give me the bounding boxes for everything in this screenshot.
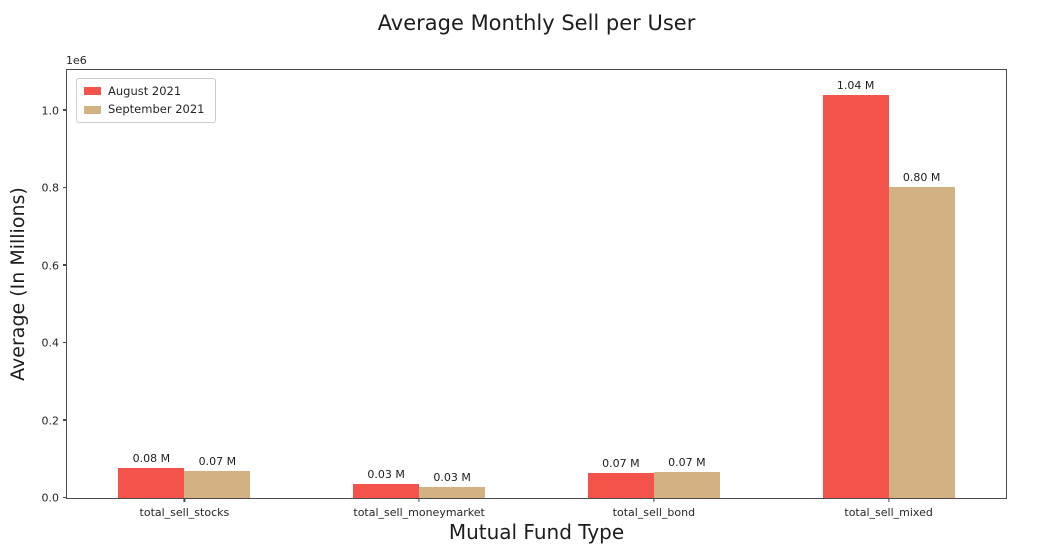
y-tick-label: 0.4 [41, 336, 60, 350]
y-tick-mark [63, 341, 67, 344]
bar-value-label: 1.04 M [836, 78, 875, 92]
bar: 0.07 M [653, 456, 720, 498]
x-tick-mark [888, 498, 890, 502]
x-axis-label: Mutual Fund Type [448, 520, 625, 544]
y-axis-offset-label: 1e6 [66, 54, 87, 67]
y-tick-mark [63, 264, 67, 266]
y-tick-label: 0.0 [41, 491, 60, 505]
y-tick-mark [63, 496, 67, 498]
bar-group: 0.08 M 0.07 M [67, 70, 302, 498]
bar-group: 0.03 M 0.03 M [302, 70, 537, 498]
y-tick-mark [63, 109, 67, 111]
y-axis-label: Average (In Millions) [7, 187, 29, 381]
bar: 0.07 M [184, 455, 251, 498]
bar: 0.03 M [353, 468, 420, 498]
y-tick-label: 1.0 [41, 104, 60, 118]
chart-title: Average Monthly Sell per User [377, 11, 696, 35]
legend-label: September 2021 [108, 102, 205, 117]
plot-area: 1e6 August 2021 September 2021 0.08 M 0.07… [42, 54, 1007, 519]
x-tick-label: total_sell_mixed [844, 506, 933, 519]
bar: 0.08 M [118, 452, 185, 498]
bar-group: 0.07 M 0.07 M [537, 70, 772, 498]
bar-value-label: 0.03 M [367, 468, 405, 482]
legend: August 2021 September 2021 [76, 78, 216, 123]
y-tick-label: 0.6 [41, 259, 60, 273]
bar: 1.04 M [822, 79, 889, 498]
bar-value-label: 0.80 M [902, 170, 941, 184]
legend-label: August 2021 [108, 84, 182, 98]
legend-item: August 2021 [84, 84, 205, 98]
bar-groups: 0.08 M 0.07 M 0.03 M 0.03 M 0.07 M 0.07 M 1.04… [67, 70, 1006, 498]
legend-item: September 2021 [84, 102, 205, 116]
bar-value-label: 0.08 M [132, 451, 171, 465]
bar-group: 1.04 M 0.80 M [771, 70, 1006, 498]
x-tick-mark [418, 498, 420, 502]
legend-swatch [84, 105, 101, 114]
x-tick-label: total_sell_stocks [139, 506, 230, 519]
x-tick-mark [653, 498, 655, 502]
bar-value-label: 0.07 M [198, 454, 237, 468]
y-tick-label: 0.2 [41, 414, 60, 428]
x-tick-mark [183, 498, 185, 502]
bar-value-label: 0.07 M [668, 455, 706, 469]
y-tick-label: 0.8 [41, 181, 60, 195]
bar: 0.07 M [587, 457, 654, 498]
x-tick-label: total_sell_bond [612, 506, 696, 519]
y-tick-mark [63, 186, 67, 189]
bar: 0.03 M [419, 471, 486, 498]
bar-value-label: 0.07 M [602, 456, 640, 470]
legend-swatch [84, 87, 101, 96]
x-tick-label: total_sell_moneymarket [353, 506, 485, 519]
bar: 0.80 M [888, 171, 955, 498]
bar-value-label: 0.03 M [433, 470, 471, 484]
y-tick-mark [63, 419, 67, 421]
